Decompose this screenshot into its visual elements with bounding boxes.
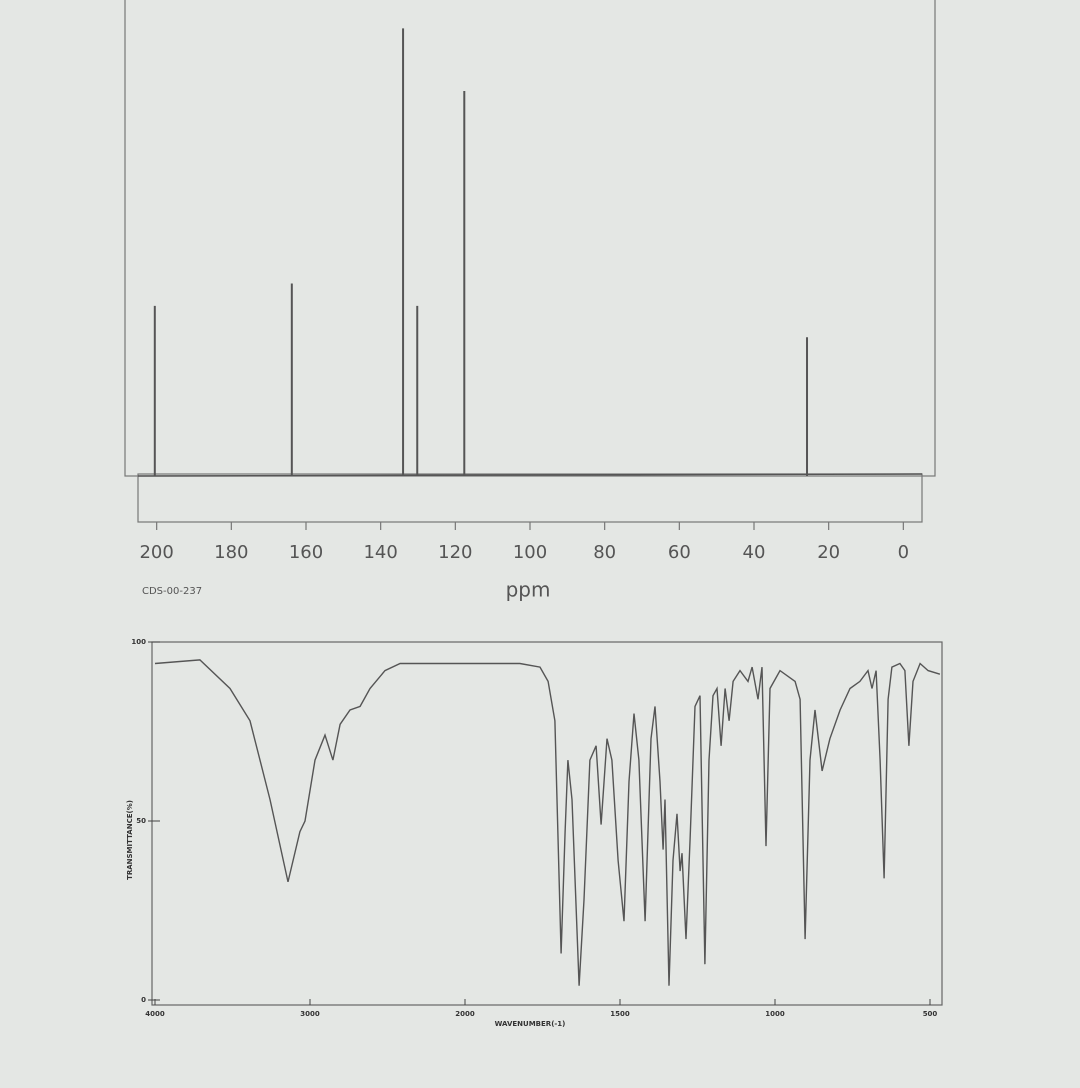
x-tick-label: 180 [214,542,248,563]
spectrum-line [154,659,941,986]
x-tick-label: 1000 [765,1010,785,1018]
x-axis-label: WAVENUMBER(-1) [495,1020,566,1028]
x-tick-label: 1500 [610,1010,630,1018]
x-tick-label: 120 [438,542,472,563]
x-tick-label: 40 [743,542,766,563]
y-tick-label: 0 [141,996,146,1004]
spectrum-id: CDS-00-237 [142,586,202,597]
x-tick-label: 2000 [455,1010,475,1018]
nmr-frame [124,0,936,477]
y-tick-label: 100 [131,638,146,646]
x-tick-label: 500 [923,1010,938,1018]
x-tick-label: 20 [817,542,840,563]
x-tick-label: 160 [289,542,323,563]
ir-frame [151,641,943,1006]
x-tick-label: 100 [513,542,547,563]
x-tick-label: 60 [668,542,691,563]
x-tick-label: 140 [363,542,397,563]
x-tick-label: 4000 [145,1010,165,1018]
x-tick-label: 3000 [300,1010,320,1018]
baseline [137,473,923,477]
x-tick-label: 80 [593,542,616,563]
x-tick-label: 0 [898,542,909,563]
x-tick-label: 200 [139,542,173,563]
y-tick-label: 50 [136,817,146,825]
y-axis-label: TRANSMITTANCE(%) [126,800,134,880]
x-axis-label: ppm [506,578,551,602]
